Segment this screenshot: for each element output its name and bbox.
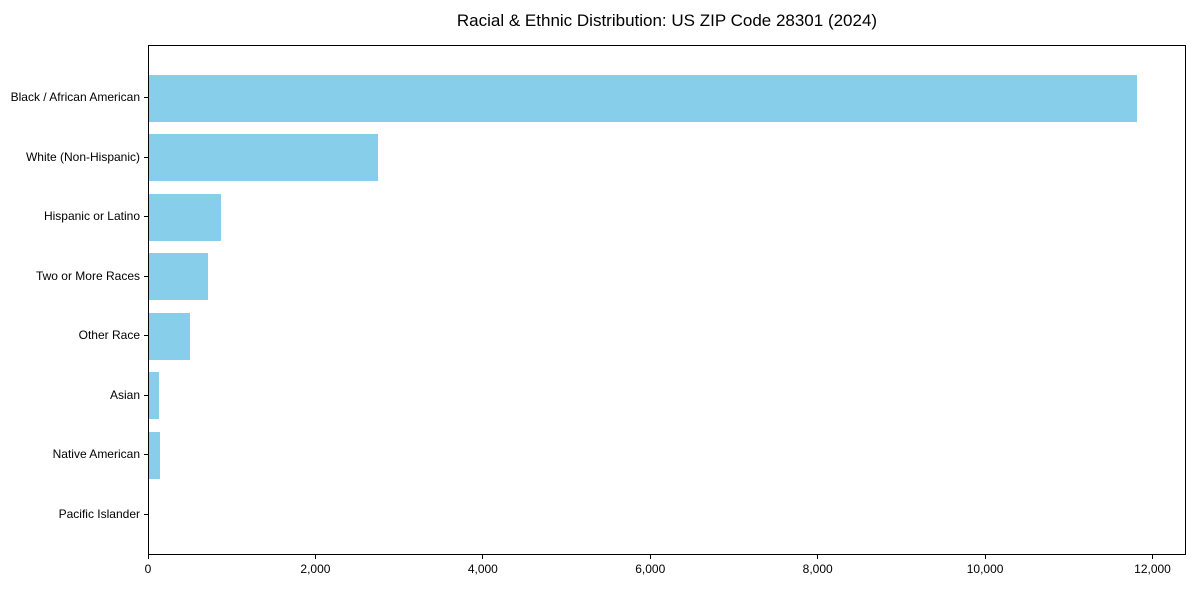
y-axis-label-black-african-american: Black / African American	[10, 90, 140, 104]
y-axis-label-white-non-hispanic: White (Non-Hispanic)	[25, 149, 140, 164]
y-axis-label-asian: Asian	[109, 387, 140, 402]
bar-two-or-more-races	[149, 253, 209, 300]
x-tick-mark	[1152, 555, 1154, 559]
y-tick-mark	[144, 156, 148, 158]
y-tick-mark	[144, 97, 148, 98]
bar-white-non-hispanic	[149, 134, 378, 181]
bar-asian	[149, 372, 160, 419]
x-tick-label-4000: 4,000	[467, 562, 498, 576]
x-tick-mark	[649, 555, 651, 559]
x-tick-label-6000: 6,000	[635, 562, 666, 576]
y-tick-mark	[144, 275, 148, 277]
bar-black-african-american	[149, 74, 1137, 122]
y-tick-mark	[144, 335, 148, 336]
y-axis-label-two-or-more-races: Two or More Races	[35, 268, 140, 283]
y-axis-label-hispanic-or-latino: Hispanic or Latino	[43, 209, 140, 223]
x-tick-mark	[314, 555, 316, 559]
x-tick-mark	[984, 555, 986, 559]
chart-title: Racial & Ethnic Distribution: US ZIP Cod…	[456, 11, 878, 30]
x-tick-label-8000: 8,000	[802, 562, 833, 576]
bar-native-american	[149, 431, 160, 479]
y-axis-label-native-american: Native American	[52, 447, 140, 461]
x-tick-mark	[147, 555, 149, 559]
y-tick-mark	[144, 513, 148, 515]
y-axis-label-pacific-islander: Pacific Islander	[58, 506, 140, 521]
x-tick-label-0: 0	[144, 562, 152, 576]
bar-hispanic-or-latino	[149, 193, 221, 241]
y-tick-mark	[144, 394, 148, 396]
x-tick-label-12000: 12,000	[1134, 562, 1171, 576]
y-tick-mark	[144, 216, 148, 217]
plot-area	[148, 45, 1186, 555]
x-tick-label-10000: 10,000	[966, 562, 1004, 576]
x-tick-mark	[817, 555, 819, 559]
x-tick-mark	[482, 555, 484, 559]
y-axis-label-other-race: Other Race	[78, 328, 140, 342]
y-tick-mark	[144, 454, 148, 455]
x-tick-label-2000: 2,000	[300, 562, 331, 576]
bar-other-race	[149, 312, 191, 360]
